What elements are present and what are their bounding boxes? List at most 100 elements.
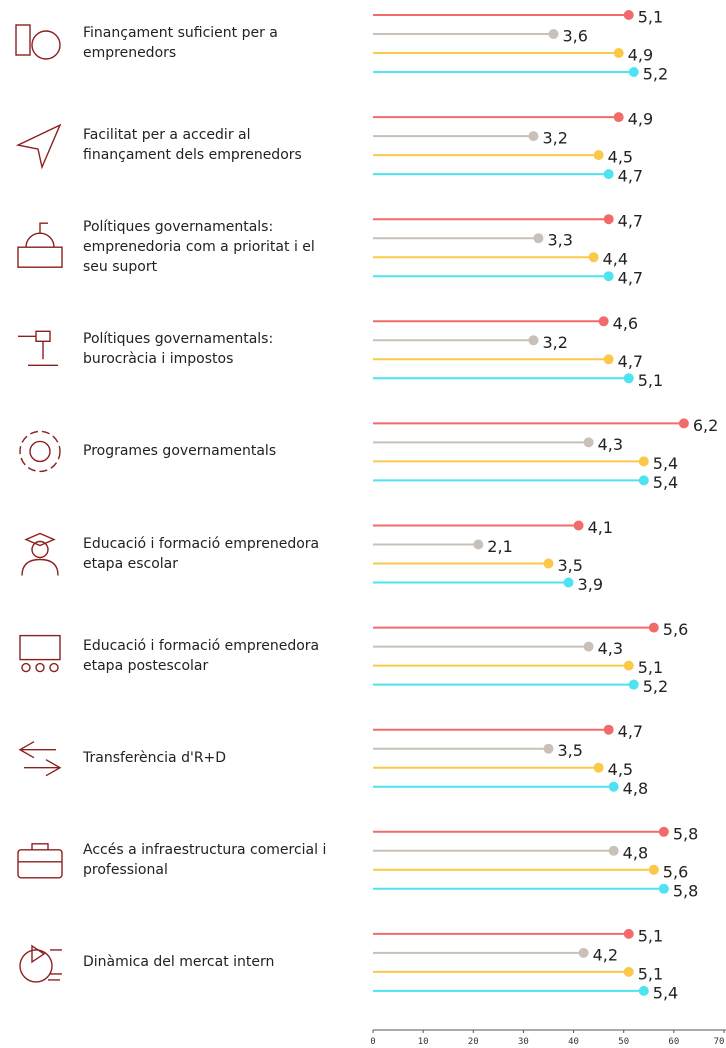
value-label: 5,2 [643,677,668,696]
icon-part [17,246,63,268]
category-label: Educació i formació emprenedora etapa po… [83,637,320,674]
value-label: 4,6 [613,314,638,333]
dot [603,354,614,365]
x-tick-label: 0 [370,1037,375,1047]
dot [638,456,649,467]
value-label: 4,7 [618,352,643,371]
value-label: 5,4 [653,473,678,492]
dot [593,762,604,773]
x-tick-label: 50 [618,1037,629,1047]
dot [658,883,669,894]
value-label: 4,3 [598,435,623,454]
icon-part [15,24,31,56]
dot [678,418,689,429]
category-label: Polítiques governamentals: emprenedoria … [83,219,315,276]
icon-part [21,662,31,673]
icon [21,532,59,576]
value-label: 5,2 [643,65,668,84]
category-label: Programes governamentals [83,443,277,460]
dot [473,539,484,550]
icon [19,430,61,473]
category-label: Dinàmica del mercat intern [83,953,275,970]
value-label: 4,9 [628,46,653,65]
dot [543,558,554,569]
dot [598,316,609,327]
value-label: 4,7 [618,212,643,231]
value-label: 4,5 [608,148,633,167]
dot [623,373,634,384]
value-label: 4,7 [618,722,643,741]
icon-part [19,634,61,661]
value-label: 5,1 [638,371,663,390]
icon [17,222,63,268]
dot [658,826,669,837]
dot [603,169,614,180]
dot [603,724,614,735]
dot [638,475,649,486]
dot [563,577,574,588]
category-label: Accés a infraestructura comercial i prof… [83,841,327,878]
icon [18,741,62,777]
dot [608,781,619,792]
dot [533,233,544,244]
dot [528,131,539,142]
dot [543,743,554,754]
value-label: 5,1 [638,964,663,983]
dot [623,966,634,977]
dot [608,845,619,856]
x-tick-label: 40 [568,1037,579,1047]
value-label: 5,1 [638,658,663,677]
icon-part [35,330,51,342]
value-label: 4,3 [598,639,623,658]
dot [583,641,594,652]
icon-part [18,741,62,777]
value-label: 3,3 [547,231,572,250]
dot [588,252,599,263]
value-label: 5,1 [638,8,663,27]
dot [528,335,539,346]
value-label: 5,6 [663,862,688,881]
value-label: 3,9 [578,575,603,594]
dot [623,660,634,671]
icon [19,944,62,983]
icon-part [29,440,51,463]
value-label: 4,5 [608,760,633,779]
icon-part [19,949,53,983]
category-label: Educació i formació emprenedora etapa es… [83,535,320,572]
icon [18,330,58,366]
value-label: 4,1 [588,518,613,537]
value-label: 4,4 [603,250,628,269]
dot [623,928,634,939]
category-label: Facilitat per a accedir al finançament d… [83,127,302,164]
dot [613,48,624,58]
icon-part [49,662,59,673]
dot [603,214,614,225]
value-label: 5,6 [663,620,688,639]
icon-part [31,944,62,981]
icon-part [18,335,58,366]
dot [613,112,624,123]
value-label: 4,7 [618,167,643,186]
value-label: 4,9 [628,110,653,129]
dot [623,10,634,20]
icon-part [25,222,55,248]
dot [603,271,614,282]
value-label: 4,2 [593,945,618,964]
x-tick-label: 70 [714,1037,725,1047]
category-label: Finançament suficient per a emprenedors [83,25,278,61]
value-label: 2,1 [487,537,512,556]
value-label: 5,8 [673,824,698,843]
value-label: 3,2 [542,333,567,352]
value-label: 3,2 [542,129,567,148]
icon [15,123,62,170]
icon-part [18,843,62,863]
value-label: 5,4 [653,983,678,1002]
icon-part [19,430,61,473]
icon-part [31,540,49,559]
x-tick-label: 30 [518,1037,529,1047]
dot [573,520,584,531]
x-tick-label: 60 [668,1037,679,1047]
value-label: 3,5 [558,741,583,760]
icon-part [17,849,63,879]
